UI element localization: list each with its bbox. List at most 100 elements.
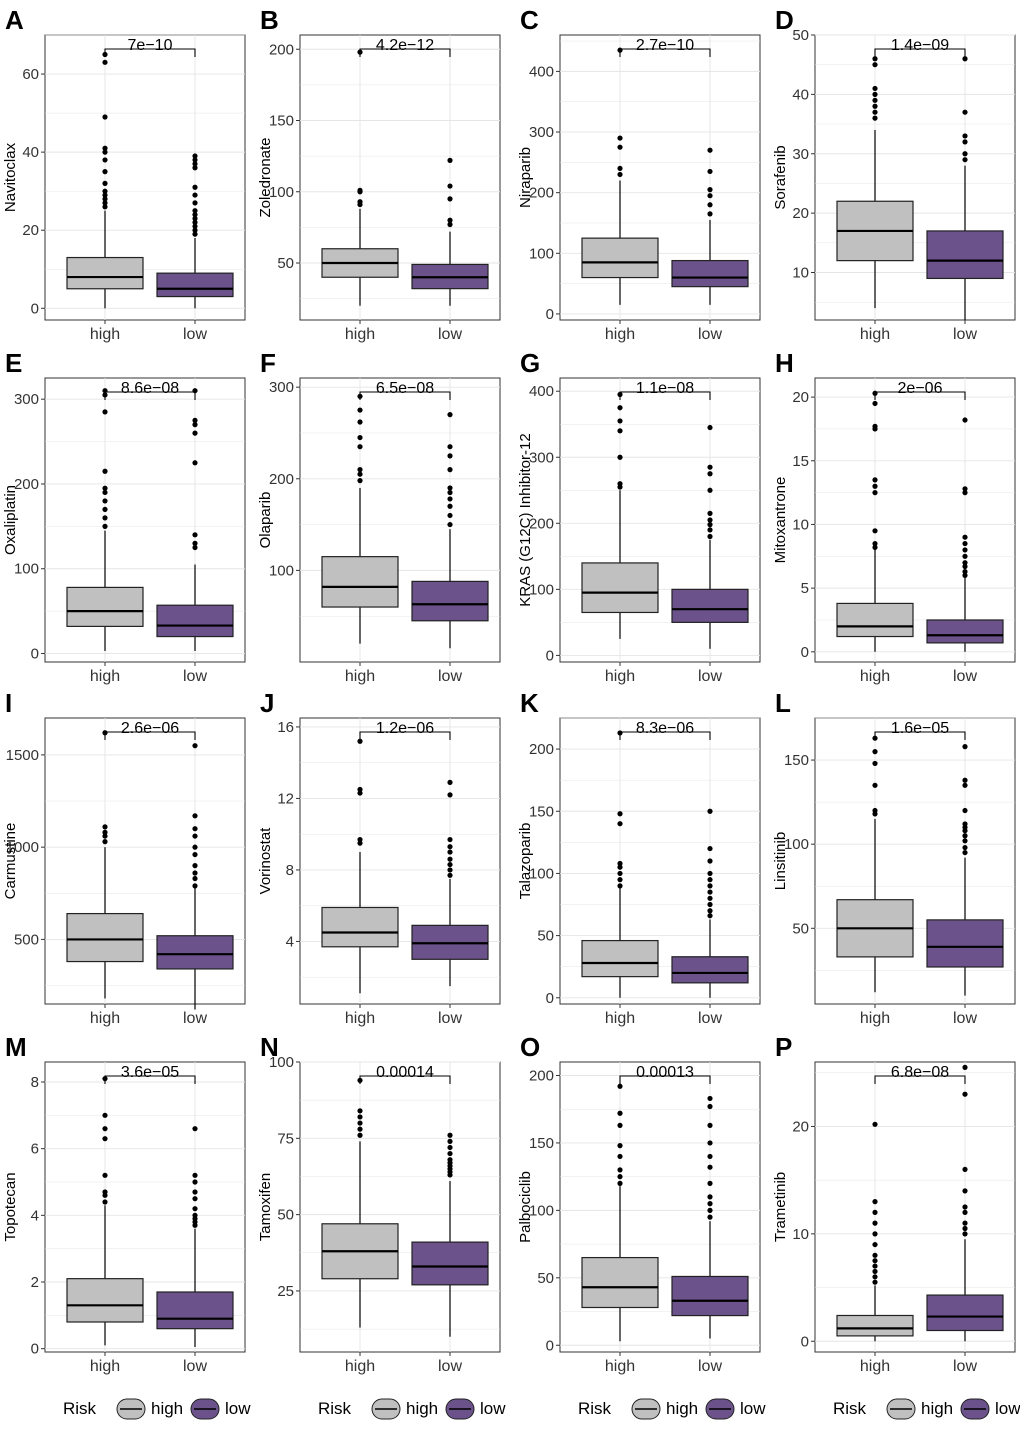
- panel-o: 0 50 100 150 200 Palbociclib high low 0.00013 O: [517, 1032, 761, 1375]
- outlier-point: [192, 813, 198, 819]
- outlier-point: [962, 849, 968, 856]
- outlier-point: [102, 515, 108, 521]
- y-tick-label: 10: [792, 1226, 809, 1243]
- p-value-label: 6.5e−08: [376, 380, 434, 397]
- outlier-point: [707, 901, 713, 908]
- panel-c: 0 100 200 300 400 Niraparib high low 2.7e−10 C: [517, 5, 761, 343]
- panel-letter: M: [5, 1032, 27, 1062]
- outlier-point: [357, 1120, 363, 1126]
- y-tick-label: 100: [269, 184, 294, 201]
- outlier-point: [357, 840, 363, 846]
- outlier-point: [872, 109, 878, 115]
- outlier-point: [707, 517, 713, 523]
- y-tick-label: 6: [31, 1141, 39, 1158]
- y-tick-label: 200: [269, 41, 294, 58]
- y-tick-label: 0: [31, 300, 39, 317]
- y-tick-label: 4: [31, 1207, 39, 1224]
- outlier-point: [192, 184, 198, 190]
- significance-bracket: [104, 391, 196, 400]
- box-high: [581, 562, 659, 614]
- outlier-point: [102, 506, 108, 513]
- x-tick-label: low: [698, 1010, 722, 1027]
- outlier-point: [617, 811, 623, 817]
- y-tick-label: 100: [269, 1054, 294, 1071]
- outlier-point: [872, 1199, 878, 1205]
- outlier-point: [447, 412, 453, 418]
- outlier-point: [707, 1180, 713, 1186]
- box-low: [926, 919, 1004, 968]
- outlier-point: [872, 103, 878, 109]
- outlier-point: [707, 870, 713, 877]
- outlier-point: [617, 870, 623, 877]
- p-value-label: 1.1e−08: [636, 380, 694, 397]
- x-tick-label: high: [860, 326, 890, 343]
- x-tick-label: high: [860, 1010, 890, 1027]
- outlier-point: [707, 527, 713, 533]
- outlier-point: [357, 434, 363, 441]
- x-tick-label: high: [605, 1010, 635, 1027]
- outlier-point: [102, 200, 108, 206]
- outlier-point: [192, 161, 198, 167]
- outlier-point: [447, 453, 453, 459]
- box-low: [671, 259, 749, 288]
- box-high: [66, 1278, 144, 1323]
- outlier-point: [192, 153, 198, 159]
- y-tick-label: 150: [784, 752, 809, 769]
- box-high: [581, 237, 659, 279]
- panel-letter: B: [260, 5, 279, 35]
- outlier-point: [447, 183, 453, 189]
- panel-frame: [299, 717, 501, 1005]
- outlier-point: [192, 223, 198, 229]
- outlier-point: [617, 144, 623, 150]
- y-axis-title: Carmustine: [2, 823, 19, 900]
- legend-2: Risk high low: [318, 1398, 506, 1420]
- y-tick-label: 20: [22, 222, 39, 239]
- panel-letter: J: [260, 688, 274, 718]
- outlier-point: [872, 1231, 878, 1237]
- panel-b: 50 100 150 200 Zoledronate high low 4.2e−12 B: [257, 5, 501, 343]
- x-tick-label: low: [698, 1358, 722, 1375]
- box-low: [926, 619, 1004, 644]
- box-low: [411, 580, 489, 622]
- outlier-point: [192, 826, 198, 832]
- p-value-label: 0.00014: [376, 1064, 434, 1081]
- outlier-point: [192, 1212, 198, 1218]
- y-tick-label: 400: [529, 383, 554, 400]
- significance-bracket: [359, 391, 451, 400]
- outlier-point: [447, 485, 453, 491]
- outlier-point: [447, 856, 453, 862]
- y-tick-label: 100: [784, 836, 809, 853]
- outlier-point: [962, 151, 968, 157]
- panel-g: 0 100 200 300 400 KRAS (G12C) Inhibitor-12 hig…: [517, 348, 761, 685]
- outlier-point: [357, 1114, 363, 1120]
- x-tick-label: low: [953, 326, 977, 343]
- outlier-point: [447, 836, 453, 843]
- outlier-point: [102, 204, 108, 210]
- outlier-point: [962, 1064, 968, 1070]
- panel-h: 0 5 10 15 20 Mitoxantrone high low 2e−06 H: [772, 348, 1016, 685]
- significance-bracket: [619, 391, 711, 400]
- outlier-point: [872, 1279, 878, 1285]
- x-tick-label: high: [345, 1358, 375, 1375]
- y-tick-label: 0: [546, 990, 554, 1007]
- outlier-point: [617, 1153, 623, 1160]
- box-low: [671, 956, 749, 984]
- outlier-point: [192, 540, 198, 546]
- y-tick-label: 50: [537, 928, 554, 945]
- panel-letter: L: [775, 688, 791, 718]
- legend-label-high: high: [406, 1399, 438, 1418]
- outlier-point: [872, 749, 878, 755]
- outlier-point: [872, 85, 878, 92]
- significance-bracket: [359, 731, 451, 740]
- outlier-point: [707, 1164, 713, 1170]
- outlier-point: [707, 1207, 713, 1213]
- outlier-point: [617, 171, 623, 178]
- outlier-point: [102, 1189, 108, 1195]
- p-value-label: 1.4e−09: [891, 37, 949, 54]
- outlier-point: [357, 738, 363, 744]
- outlier-point: [617, 481, 623, 487]
- significance-bracket: [619, 48, 711, 57]
- x-tick-label: high: [605, 1358, 635, 1375]
- outlier-point: [707, 424, 713, 431]
- outlier-point: [447, 496, 453, 502]
